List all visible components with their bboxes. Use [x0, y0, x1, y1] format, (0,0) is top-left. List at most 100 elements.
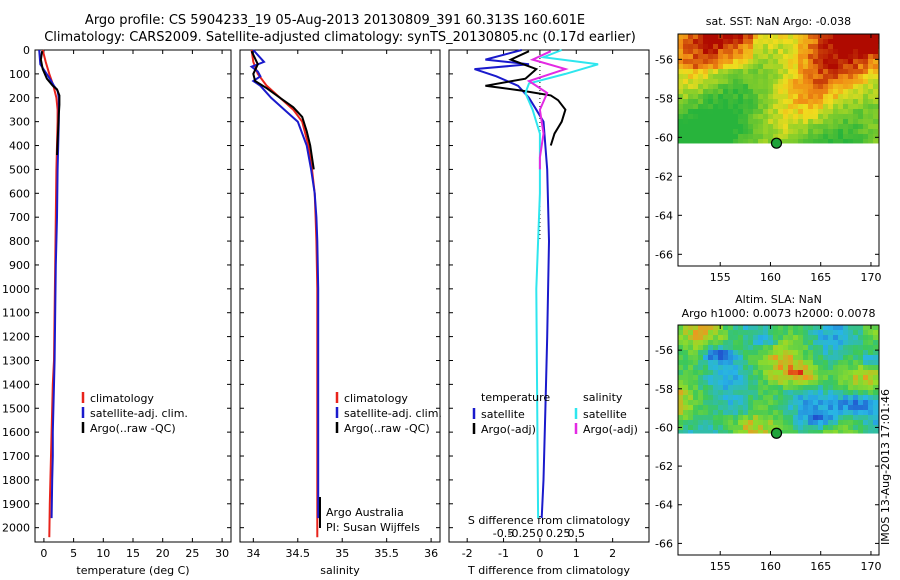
field-cell — [773, 345, 779, 351]
field-cell — [838, 104, 844, 110]
field-cell — [848, 74, 854, 80]
field-cell — [678, 99, 684, 105]
field-cell — [828, 360, 834, 366]
field-cell — [873, 375, 879, 381]
field-cell — [858, 74, 864, 80]
field-cell — [703, 330, 709, 336]
field-cell — [758, 54, 764, 60]
field-cell — [748, 119, 754, 125]
field-cell — [768, 395, 774, 401]
field-cell — [793, 34, 799, 40]
field-cell — [868, 104, 874, 110]
field-cell — [783, 340, 789, 346]
field-cell — [773, 89, 779, 95]
field-cell — [693, 335, 699, 341]
field-cell — [733, 94, 739, 100]
field-cell — [803, 400, 809, 406]
field-cell — [858, 325, 864, 331]
field-cell — [848, 119, 854, 125]
field-cell — [748, 79, 754, 85]
series-line-argo — [485, 50, 567, 146]
field-cell — [818, 64, 824, 70]
field-cell — [748, 420, 754, 426]
field-cell — [758, 94, 764, 100]
field-cell — [823, 345, 829, 351]
lat-tick-label: -62 — [655, 460, 673, 473]
field-cell — [693, 34, 699, 40]
field-cell — [758, 64, 764, 70]
field-cell — [868, 64, 874, 70]
field-cell — [838, 119, 844, 125]
field-cell — [693, 390, 699, 396]
field-cell — [788, 355, 794, 361]
field-cell — [798, 104, 804, 110]
field-cell — [838, 405, 844, 411]
depth-tick-label: 100 — [9, 68, 30, 81]
field-cell — [863, 119, 869, 125]
field-cell — [818, 124, 824, 130]
field-cell — [683, 49, 689, 55]
field-cell — [783, 139, 789, 144]
field-cell — [703, 134, 709, 140]
field-cell — [793, 79, 799, 85]
field-cell — [813, 380, 819, 386]
field-cell — [688, 49, 694, 55]
field-cell — [758, 119, 764, 125]
field-cell — [748, 390, 754, 396]
field-cell — [868, 375, 874, 381]
field-cell — [718, 89, 724, 95]
field-cell — [793, 74, 799, 80]
field-cell — [743, 134, 749, 140]
field-cell — [848, 34, 854, 40]
field-cell — [698, 34, 704, 40]
field-cell — [823, 104, 829, 110]
field-cell — [703, 335, 709, 341]
field-cell — [733, 325, 739, 331]
field-cell — [808, 420, 814, 426]
field-cell — [688, 89, 694, 95]
field-cell — [708, 119, 714, 125]
field-cell — [863, 380, 869, 386]
field-cell — [868, 114, 874, 120]
field-cell — [693, 109, 699, 115]
field-cell — [818, 84, 824, 90]
field-cell — [773, 415, 779, 421]
field-cell — [823, 129, 829, 135]
field-cell — [863, 104, 869, 110]
field-cell — [848, 350, 854, 356]
field-cell — [698, 44, 704, 50]
field-cell — [708, 385, 714, 391]
field-cell — [733, 84, 739, 90]
field-cell — [733, 405, 739, 411]
field-cell — [723, 400, 729, 406]
field-cell — [828, 345, 834, 351]
field-cell — [873, 355, 879, 361]
field-cell — [833, 400, 839, 406]
field-cell — [773, 129, 779, 135]
field-cell — [818, 139, 824, 144]
field-cell — [823, 99, 829, 105]
field-cell — [783, 79, 789, 85]
field-cell — [733, 385, 739, 391]
field-cell — [743, 340, 749, 346]
field-cell — [788, 64, 794, 70]
field-cell — [703, 99, 709, 105]
field-cell — [698, 375, 704, 381]
field-cell — [698, 340, 704, 346]
field-cell — [808, 34, 814, 40]
field-cell — [833, 335, 839, 341]
series-line-salinity_satellite — [524, 49, 599, 519]
x-tick-label: 5 — [70, 547, 77, 560]
field-cell — [808, 385, 814, 391]
field-cell — [788, 79, 794, 85]
field-cell — [833, 405, 839, 411]
field-cell — [783, 114, 789, 120]
field-cell — [678, 355, 684, 361]
field-cell — [808, 370, 814, 376]
field-cell — [718, 375, 724, 381]
field-cell — [703, 400, 709, 406]
field-cell — [863, 34, 869, 40]
field-cell — [798, 405, 804, 411]
field-cell — [743, 360, 749, 366]
field-cell — [873, 350, 879, 356]
